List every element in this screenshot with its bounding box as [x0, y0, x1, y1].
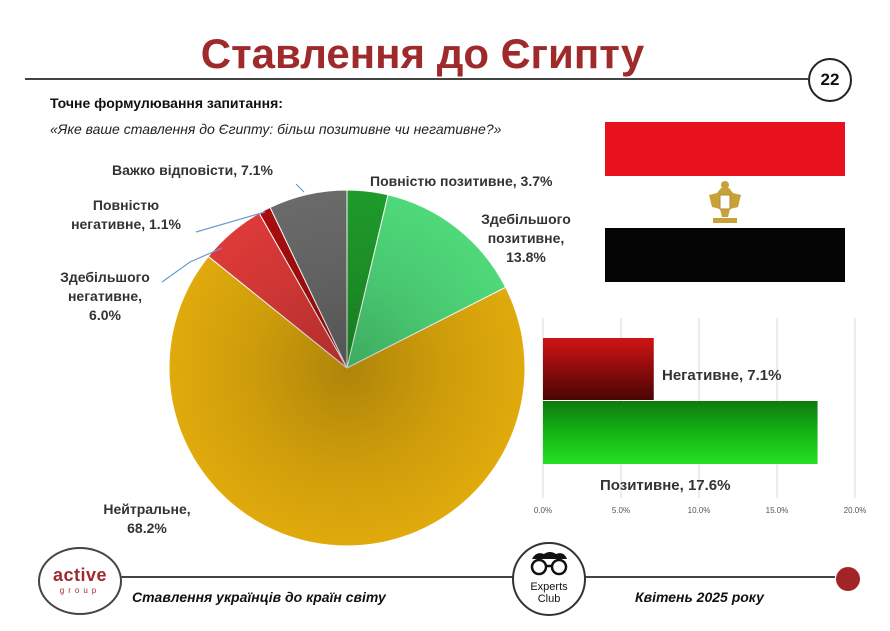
bar-negative: [543, 338, 654, 400]
leader-line-mostly-neg: [161, 247, 223, 283]
eagle-of-saladin-icon: [709, 181, 741, 223]
pie-label-text: позитивне,: [487, 230, 565, 246]
logo-experts-text: Experts: [530, 581, 568, 593]
pie-label-full-negative: Повністю негативне, 1.1%: [56, 196, 196, 234]
bar-tick-label: 10.0%: [688, 506, 711, 515]
title-divider: [25, 78, 808, 80]
footer-date: Квітень 2025 року: [635, 589, 764, 605]
pie-shading: [169, 190, 525, 546]
pie-label-mostly-positive: Здебільшого позитивне, 13.8%: [466, 210, 586, 267]
logo-experts-text: Club: [537, 593, 561, 605]
glasses-icon: [530, 552, 568, 576]
pie-label-full-positive: Повністю позитивне, 3.7%: [370, 173, 553, 189]
egypt-flag: [605, 122, 845, 282]
bar-label-negative: Негативне, 7.1%: [662, 367, 782, 384]
pie-label-text: Нейтральне,: [103, 501, 191, 517]
bar-tick-label: 0.0%: [534, 506, 552, 515]
bar-label-positive: Позитивне, 17.6%: [600, 477, 731, 494]
bar-tick-label: 20.0%: [844, 506, 867, 515]
question-label: Точне формулювання запитання:: [50, 95, 283, 111]
pie-label-mostly-negative: Здебільшого негативне, 6.0%: [45, 268, 165, 325]
pie-label-text: 6.0%: [89, 307, 121, 323]
page-number: 22: [808, 58, 852, 102]
pie-label-text: негативне, 1.1%: [71, 216, 181, 232]
bar-positive: [543, 401, 818, 464]
flag-red-stripe: [605, 122, 845, 176]
bar-tick-label: 15.0%: [766, 506, 789, 515]
leader-line-hard: [295, 183, 305, 193]
pie-label-text: 13.8%: [506, 249, 546, 265]
leader-line-full-neg: [195, 211, 266, 233]
logo-active-subtext: group: [59, 586, 101, 595]
bar-tick-label: 5.0%: [612, 506, 630, 515]
pie-label-text: негативне,: [67, 288, 143, 304]
pie-label-text: Повністю: [92, 197, 160, 213]
question-text: «Яке ваше ставлення до Єгипту: більш поз…: [50, 121, 502, 137]
footer-survey-title: Ставлення українців до країн світу: [132, 589, 386, 605]
pie-label-text: Здебільшого: [481, 211, 571, 227]
experts-club-logo: Experts Club: [512, 542, 586, 616]
flag-black-stripe: [605, 228, 845, 282]
pie-label-hard-to-say: Важко відповісти, 7.1%: [112, 162, 273, 178]
active-group-logo: active group: [38, 547, 122, 615]
pie-label-text: Здебільшого: [60, 269, 150, 285]
footer-divider: [115, 576, 835, 578]
slide-title: Ставлення до Єгипту: [200, 30, 645, 77]
pie-label-text: 68.2%: [127, 520, 167, 536]
logo-active-text: active: [52, 565, 108, 585]
footer-dot: [836, 567, 860, 591]
pie-label-neutral: Нейтральне, 68.2%: [92, 500, 202, 538]
